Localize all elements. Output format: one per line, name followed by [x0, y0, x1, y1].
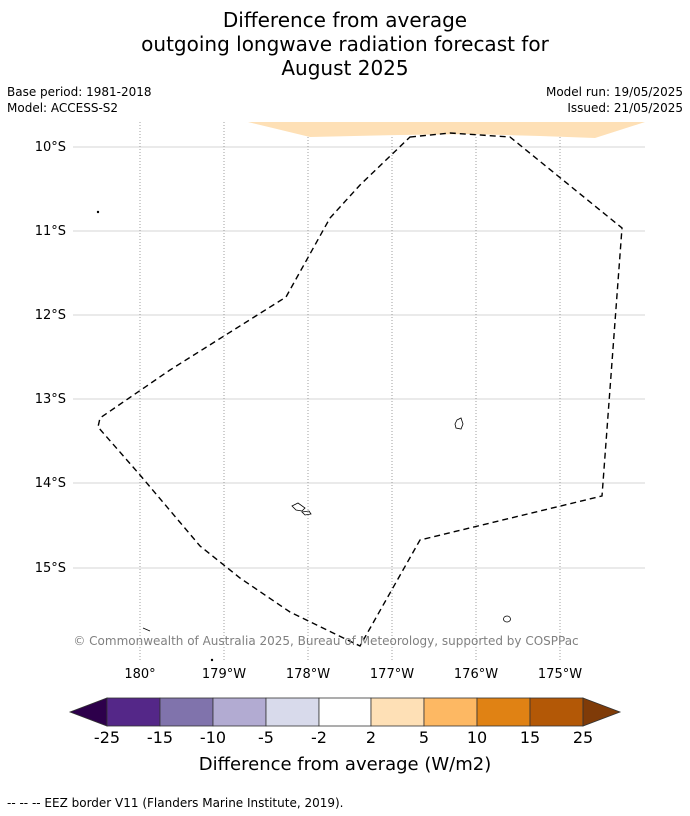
island-dot — [210, 658, 214, 662]
map-title: Difference from average outgoing longwav… — [0, 8, 690, 80]
island-outline — [454, 417, 464, 430]
lon-label: 176°W — [454, 667, 498, 682]
colorbar-bin — [106, 697, 161, 727]
eez-border — [97, 132, 623, 647]
islands — [96, 210, 511, 662]
colorbar — [68, 697, 622, 727]
colorbar-tick: -25 — [94, 728, 120, 747]
colorbar-bin — [212, 697, 267, 727]
colorbar-tick: 10 — [467, 728, 487, 747]
colorbar-tick: -5 — [258, 728, 274, 747]
issued-date: Issued: 21/05/2025 — [567, 101, 683, 115]
lat-label: 13°S — [35, 392, 66, 407]
copyright-notice: © Commonwealth of Australia 2025, Bureau… — [73, 634, 578, 648]
lon-label: 180° — [124, 667, 155, 682]
anomaly-fill-region — [248, 122, 645, 138]
lat-label: 15°S — [35, 561, 66, 576]
colorbar-bin — [370, 697, 425, 727]
lon-label: 175°W — [538, 667, 582, 682]
colorbar-tick: 2 — [366, 728, 376, 747]
colorbar-tick: 15 — [520, 728, 540, 747]
island-outline — [503, 615, 511, 623]
title-line-2: outgoing longwave radiation forecast for — [141, 32, 549, 56]
title-line-1: Difference from average — [222, 8, 468, 32]
island-dot — [96, 210, 100, 214]
colorbar-bin — [529, 697, 584, 727]
run-info: Model run: 19/05/2025 Issued: 21/05/2025 — [546, 84, 683, 116]
colorbar-ticks: -25 -15 -10 -5 -2 2 5 10 15 25 — [94, 728, 593, 747]
colorbar-bin — [423, 697, 478, 727]
lon-label: 177°W — [370, 667, 414, 682]
lon-label: 178°W — [286, 667, 330, 682]
base-period: Base period: 1981-2018 — [7, 85, 152, 99]
eez-source-note: -- -- -- EEZ border V11 (Flanders Marine… — [7, 796, 344, 810]
island-outline — [142, 627, 151, 632]
island-outline — [301, 510, 312, 516]
colorbar-tick: 5 — [419, 728, 429, 747]
island-outline — [291, 502, 306, 512]
lat-label: 14°S — [35, 476, 66, 491]
longitude-labels: 180° 179°W 178°W 177°W 176°W 175°W — [124, 667, 582, 682]
model-name: Model: ACCESS-S2 — [7, 101, 119, 115]
lat-label: 12°S — [35, 308, 66, 323]
longitude-gridlines — [139, 122, 561, 660]
colorbar-extend-high — [582, 697, 622, 727]
colorbar-tick: -2 — [311, 728, 327, 747]
colorbar-extend-low — [68, 697, 108, 727]
lat-label: 11°S — [35, 224, 66, 239]
colorbar-tick: -10 — [200, 728, 226, 747]
model-run: Model run: 19/05/2025 — [545, 85, 683, 99]
colorbar-tick: -15 — [147, 728, 173, 747]
colorbar-tick: 25 — [573, 728, 593, 747]
latitude-labels: 10°S 11°S 12°S 13°S 14°S 15°S — [35, 140, 66, 576]
lat-label: 10°S — [35, 140, 66, 155]
colorbar-bin — [476, 697, 531, 727]
title-line-3: August 2025 — [281, 56, 409, 80]
latitude-gridlines — [73, 146, 645, 569]
colorbar-bin — [265, 697, 320, 727]
lon-label: 179°W — [202, 667, 246, 682]
colorbar-bin — [159, 697, 214, 727]
colorbar-bin — [318, 697, 372, 727]
model-info: Base period: 1981-2018 Model: ACCESS-S2 — [7, 84, 152, 116]
colorbar-label: Difference from average (W/m2) — [199, 754, 491, 775]
